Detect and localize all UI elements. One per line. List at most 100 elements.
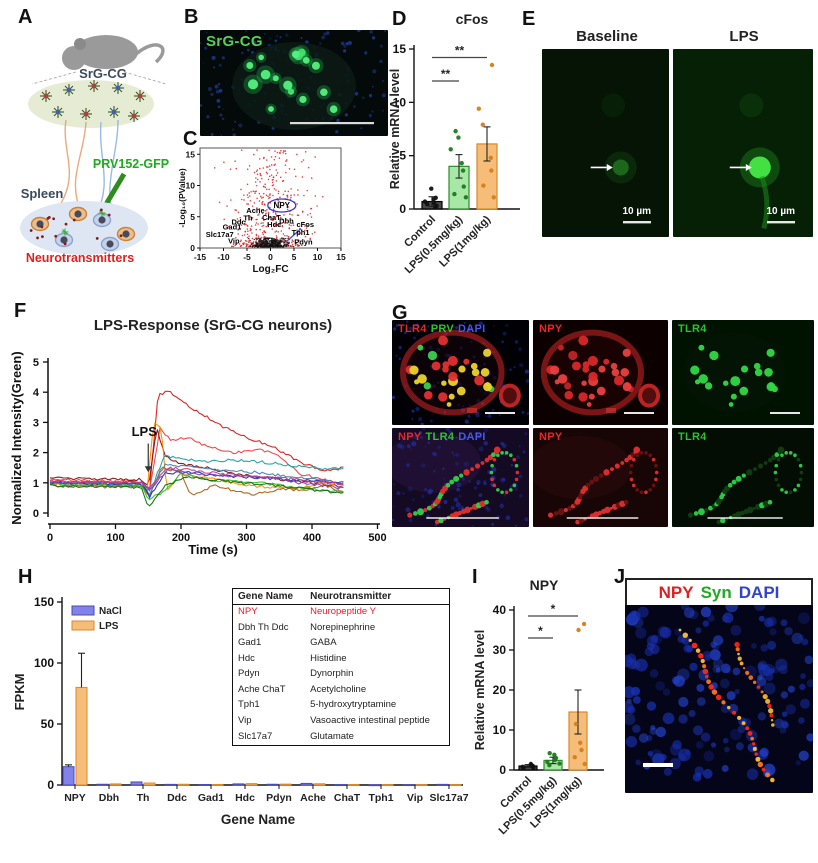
channel-label: TLR4 (678, 323, 711, 335)
channel-label: TLR4 PRV DAPI (398, 323, 490, 335)
panel-c-letter: C (183, 128, 198, 150)
svg-text:Gad1: Gad1 (223, 222, 242, 231)
svg-text:Gad1: Gad1 (198, 792, 224, 804)
panel-b: B SrG-CG (180, 4, 392, 140)
table-row: NPY Neuropeptide Y (233, 605, 450, 621)
svg-text:Vip: Vip (228, 237, 240, 246)
spleen-cells (29, 206, 136, 252)
svg-text:Dbh: Dbh (99, 792, 119, 804)
baseline-micrograph: 10 µm (542, 49, 669, 237)
svg-text:-10: -10 (217, 252, 230, 262)
baseline-micrograph-image: 10 µm (542, 49, 669, 237)
panel-i-letter: I (472, 566, 478, 588)
npy-syn-dapi-micrograph (625, 605, 813, 793)
svg-text:-5: -5 (243, 252, 251, 262)
ganglion-shape (28, 80, 154, 128)
svg-text:Ddc: Ddc (231, 217, 245, 226)
neurotransmitter-table-body: NPY Neuropeptide Y Dbh Th Ddc Norepinephrin… (233, 605, 450, 746)
h-chart-xlabel: Gene Name (221, 812, 296, 827)
circuit-diagram: SrG-CG PRV152-GFP Spleen Neurotransmitte… (20, 35, 169, 265)
svg-text:15: 15 (186, 149, 196, 159)
j-title-word: NPY (658, 582, 694, 602)
svg-text:15: 15 (336, 252, 346, 262)
svg-text:3: 3 (33, 417, 39, 429)
channel-word: NPY (539, 323, 563, 335)
panel-j-letter: J (614, 566, 626, 588)
table-row: Dbh Th Ddc Norepinephrine (233, 621, 450, 637)
svg-text:Vip: Vip (407, 792, 423, 804)
panel-d: D 0 5 10 15 Control LPS(0.5mg/kg) LPS(1mg/kg) *… (388, 8, 524, 292)
panel-i: I 0 10 20 30 40 Control LPS(0.5mg/kg) LPS(1mg/k… (470, 562, 610, 862)
channel-word: TLR4 (398, 323, 427, 335)
table-row: Ache ChaT Acetylcholine (233, 683, 450, 699)
g-image-merged-bottom: NPY TLR4 DAPI (392, 428, 529, 527)
baseline-title: Baseline (576, 28, 638, 45)
gene-cell: NPY (238, 606, 258, 618)
svg-text:30: 30 (493, 643, 507, 657)
svg-text:Ache: Ache (300, 792, 326, 804)
table-row: Tph1 5-hydroxytryptamine (233, 698, 450, 714)
svg-text:300: 300 (237, 532, 255, 544)
svg-text:10: 10 (493, 723, 507, 737)
table-row: Pdyn Dynorphin (233, 667, 450, 683)
table-header-nt: Neurotransmitter (305, 588, 450, 605)
channel-word: TLR4 (425, 431, 455, 443)
neurotransmitters-label: Neurotransmitters (26, 251, 134, 265)
svg-text:5: 5 (33, 357, 39, 369)
f-chart-ylabel: Normalized Intensity(Green) (9, 351, 24, 524)
svg-text:cFos: cFos (297, 220, 315, 229)
svg-text:0: 0 (47, 532, 53, 544)
neurotransmitter-table: Gene Name Neurotransmitter NPY Neuropepti… (232, 588, 450, 746)
channel-label: NPY (539, 323, 567, 335)
prv-label: PRV152-GFP (93, 157, 169, 171)
channel-word: NPY (539, 431, 563, 443)
table-row: Gad1 GABA (233, 636, 450, 652)
table-row: Slc17a7 Glutamate (233, 729, 450, 745)
svg-text:200: 200 (172, 532, 190, 544)
fpkm-bar-chart: 0 50 100 150 NPY Dbh Th Ddc Gad1 Hdc Pdyn Ache ChaT T… (12, 595, 469, 827)
lps-response-line-chart: LPS-Response (SrG-CG neurons) 0 1 2 3 4 5 0 100 2… (9, 317, 387, 557)
j-title-word: Syn (700, 582, 732, 602)
svg-text:5: 5 (190, 212, 195, 222)
panel-a: A SrG-CG PRV152-GFP (6, 4, 182, 292)
panel-f: F LPS-Response (SrG-CG neurons) 0 1 2 3 4 5 0 10… (8, 298, 396, 558)
lps-annotation: LPS (132, 424, 158, 439)
panel-j: J NPY Syn DAPI (608, 560, 818, 806)
j-title-word: DAPI (738, 582, 780, 602)
svg-text:150: 150 (34, 595, 54, 609)
cfos-bar-chart: 051015ControlLPS(0.5mg/kg)LPS(1mg/kg)***… (388, 11, 520, 276)
svg-text:NPY: NPY (64, 792, 86, 804)
panel-g: G TLR4 PRV DAPI NPY TLR4 NPY TLR4 DAPI NPY T… (390, 302, 818, 542)
I-chart-ylabel: Relative mRNA level (473, 630, 487, 750)
srg-cg-image-label: SrG-CG (206, 33, 263, 50)
svg-text:*: * (538, 624, 543, 638)
scale-label: 10 µm (766, 206, 795, 217)
svg-text:0: 0 (47, 778, 54, 792)
g-image-npy-top: NPY (533, 320, 668, 425)
svg-text:0: 0 (499, 763, 506, 777)
svg-text:ChaT: ChaT (262, 213, 281, 222)
legend-swatch-LPS (71, 620, 95, 631)
neurotransmitter-cell: Dynorphin (310, 668, 354, 680)
panel-e-letter: E (522, 8, 536, 30)
channel-word: NPY (398, 431, 422, 443)
volcano-ylabel: -Log₁₀(PValue) (177, 168, 187, 227)
I-chart-title: NPY (530, 577, 559, 593)
panel-d-letter: D (392, 8, 407, 30)
svg-text:Tph1: Tph1 (292, 228, 310, 237)
svg-text:Tph1: Tph1 (368, 792, 393, 804)
svg-text:50: 50 (41, 717, 55, 731)
svg-text:5: 5 (399, 149, 406, 163)
npy-syn-dapi-micrograph-image (625, 605, 813, 793)
npy-bar-chart: 010203040ControlLPS(0.5mg/kg)LPS(1mg/kg)… (473, 577, 604, 837)
svg-text:Slc17a7: Slc17a7 (429, 792, 468, 804)
neurotransmitter-cell: 5-hydroxytryptamine (310, 699, 397, 711)
gene-cell: Vip (238, 714, 252, 726)
channel-word: TLR4 (678, 323, 707, 335)
svg-text:Ddc: Ddc (167, 792, 187, 804)
legend-label-LPS: LPS (99, 621, 119, 632)
svg-text:400: 400 (303, 532, 321, 544)
svg-text:ChaT: ChaT (334, 792, 361, 804)
projection-line-right (123, 71, 167, 85)
svg-text:0: 0 (399, 202, 406, 216)
